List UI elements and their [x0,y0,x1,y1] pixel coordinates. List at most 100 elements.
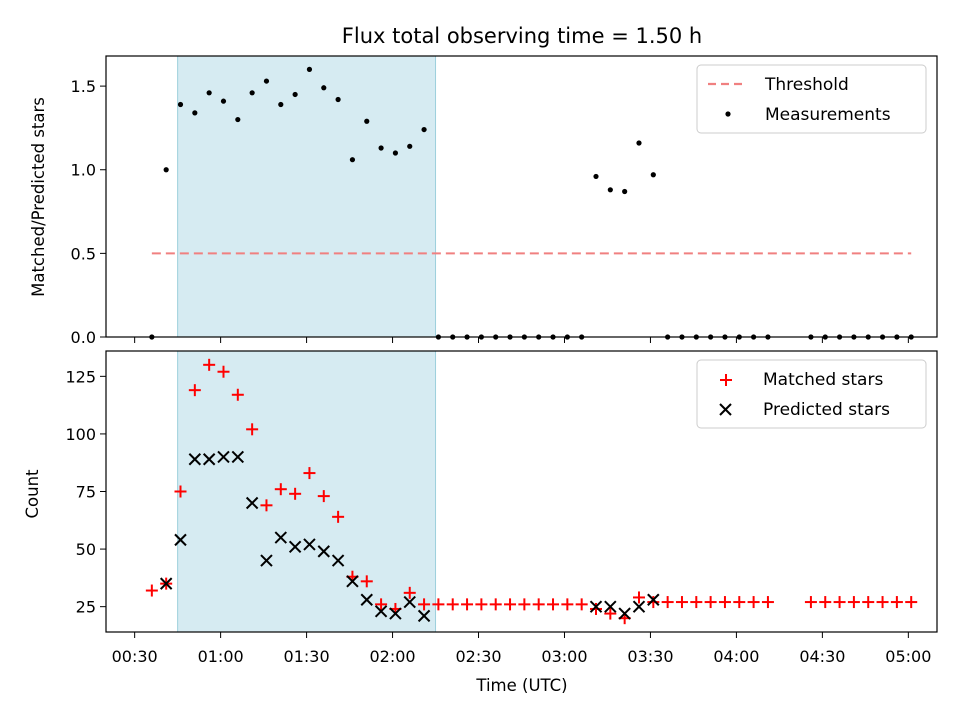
matched-star-point [532,598,545,611]
matched-star-point [833,596,846,609]
matched-star-point [217,365,230,378]
predicted-star-point [217,450,230,464]
top-y-tick-label: 1.5 [71,77,96,96]
measurement-point [192,110,198,116]
top-y-tick-label: 0.5 [71,244,96,263]
legend-measurements-label: Measurements [765,105,891,125]
measurement-point [622,188,628,195]
observing-window-span [177,350,437,633]
legend-predicted-label: Predicted stars [763,400,890,420]
matched-star-point [432,598,445,611]
predicted-star-point [174,533,187,547]
top-y-tick-label: 0.0 [71,328,96,347]
observing-window-span [177,55,437,338]
matched-star-point [575,598,588,611]
matched-star-point [504,598,517,611]
x-tick-label: 03:00 [541,647,587,666]
matched-star-point [761,596,774,609]
predicted-star-point [604,600,617,613]
predicted-star-point [317,545,330,558]
predicted-star-point [417,609,431,623]
predicted-star-point [331,554,345,567]
measurement-point [263,78,270,84]
matched-star-point [461,598,474,611]
legend-threshold-label: Threshold [764,75,849,95]
bottom-legend-box [696,359,927,429]
top-panel: 0.0 0.5 1.0 1.5 Matched/Predicted stars Thr… [29,55,938,347]
top-legend-box [696,64,927,134]
measurement-point [321,85,327,91]
matched-star-point [547,598,560,611]
bottom-panel: 25 50 75 100 125 00:30 01:00 01:30 02:00 02:30 03… [23,350,938,695]
matched-star-point [260,499,273,512]
legend-matched-label: Matched stars [763,370,883,390]
x-tick-label: 00:30 [112,647,158,666]
predicted-star-point [360,593,373,606]
predicted-star-point [303,538,316,551]
predicted-star-point [632,600,646,613]
measurement-point [177,101,184,108]
matched-star-point [804,596,817,609]
x-tick-label: 01:00 [198,647,244,666]
measurement-point [278,101,284,108]
measurement-point [292,91,298,98]
matched-star-point [690,596,703,609]
matched-star-point [289,487,302,500]
matched-star-point [590,602,603,615]
x-axis-label: Time (UTC) [475,676,567,695]
legend-measurements-swatch [725,111,731,117]
x-tick-label: 04:30 [799,647,845,666]
matched-star-point [332,510,345,523]
matched-star-point [561,598,574,611]
x-tick-label: 04:00 [713,647,759,666]
bottom-y-tick-label: 50 [76,540,96,559]
matched-star-point [231,388,244,401]
predicted-star-point [188,453,202,466]
matched-star-point [819,596,832,609]
measurement-point [607,187,613,193]
predicted-star-point [159,577,173,590]
bottom-y-tick-label: 100 [65,425,96,444]
predicted-star-point [288,540,302,553]
measurement-point [206,90,212,96]
measurement-point [392,150,399,156]
matched-star-point [704,596,717,609]
matched-star-point [905,596,918,609]
measurement-point [349,157,356,163]
matched-star-point [188,384,201,397]
measurement-point [636,140,642,146]
matched-star-point [418,598,431,611]
x-tick-label: 01:30 [284,647,330,666]
top-legend: Threshold Measurements [696,64,927,134]
matched-star-point [647,596,660,609]
matched-star-point [661,596,674,609]
matched-star-point [675,596,688,609]
matched-star-point [890,596,903,609]
predicted-star-point [618,607,631,620]
bottom-y-tick-label: 125 [65,367,96,386]
matched-star-point [360,575,373,588]
measurement-point [249,90,255,96]
predicted-star-point [589,600,603,613]
measurement-point [407,143,413,149]
top-y-axis-label: Matched/Predicted stars [29,97,48,297]
measurement-point [650,172,656,178]
matched-star-point [246,423,259,436]
measurement-point [235,116,241,123]
matched-star-point [733,596,746,609]
matched-star-point [174,485,187,498]
bottom-y-axis-label: Count [23,469,42,519]
measurement-point [421,126,427,133]
matched-star-point [303,467,316,480]
measurement-point [163,167,169,173]
predicted-star-point [389,607,402,620]
predicted-star-point [231,450,245,464]
predicted-star-point [374,605,388,618]
predicted-star-point [647,593,660,606]
measurement-point [364,118,370,124]
x-tick-label: 03:30 [627,647,673,666]
matched-star-point [475,598,488,611]
bottom-y-tick-label: 75 [76,483,96,502]
measurement-point [335,96,341,103]
